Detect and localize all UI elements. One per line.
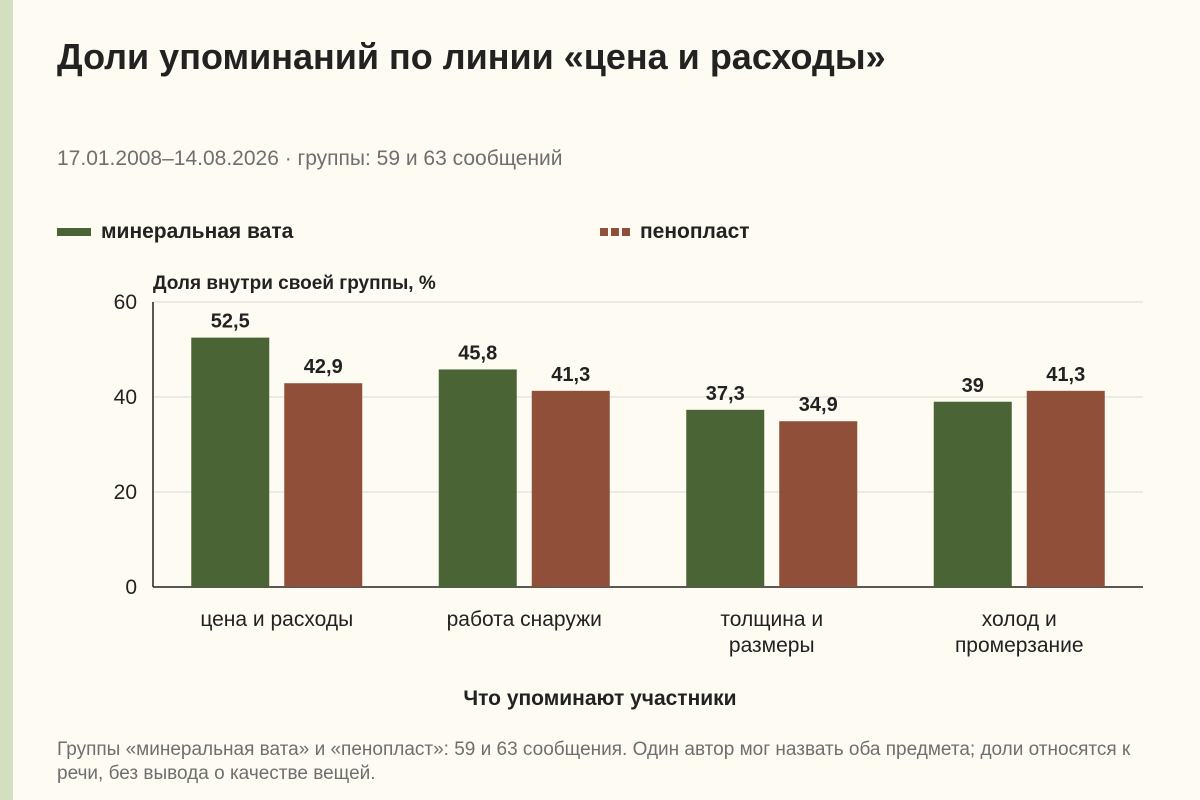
footnote: Группы «минеральная вата» и «пенопласт»:… (57, 739, 1131, 784)
data-label: 45,8 (458, 342, 497, 364)
data-label: 34,9 (799, 394, 838, 416)
x-axis-label: Что упоминают участники (463, 687, 737, 710)
bar (1026, 390, 1105, 587)
x-tick-label: толщина и размеры (720, 608, 824, 657)
x-tick-label: работа снаружи (446, 608, 602, 631)
bar (191, 337, 270, 587)
legend-label-polystyrene: пенопласт (640, 220, 750, 243)
y-tick-label: 0 (125, 576, 137, 599)
data-label: 39 (962, 375, 984, 397)
bar (531, 390, 610, 587)
y-tick-label: 60 (114, 291, 137, 314)
bar (686, 409, 765, 587)
left-accent-stripe (0, 0, 13, 800)
x-tick-label: цена и расходы (200, 608, 354, 631)
data-label: 52,5 (211, 311, 250, 333)
legend-swatch-polystyrene (600, 228, 630, 236)
data-label: 42,9 (304, 356, 343, 378)
bar (933, 401, 1012, 587)
legend-item-mineral-wool: минеральная вата (57, 219, 293, 245)
data-label: 37,3 (706, 383, 745, 405)
legend-item-polystyrene: пенопласт (600, 219, 750, 245)
bar (438, 369, 517, 587)
data-label: 41,3 (1046, 364, 1085, 386)
x-tick-label: холод и промерзание (954, 608, 1084, 657)
legend-swatch-mineral-wool (57, 228, 91, 236)
bar (779, 421, 858, 587)
y-axis-label: Доля внутри своей группы, % (153, 273, 436, 294)
chart-subtitle: 17.01.2008–14.08.2026 · группы: 59 и 63 … (57, 147, 563, 170)
chart-title: Доли упоминаний по линии «цена и расходы… (57, 36, 886, 77)
y-tick-label: 20 (114, 481, 137, 504)
bar (284, 383, 363, 587)
y-tick-label: 40 (114, 386, 137, 409)
legend-label-mineral-wool: минеральная вата (101, 220, 294, 243)
data-label: 41,3 (551, 364, 590, 386)
